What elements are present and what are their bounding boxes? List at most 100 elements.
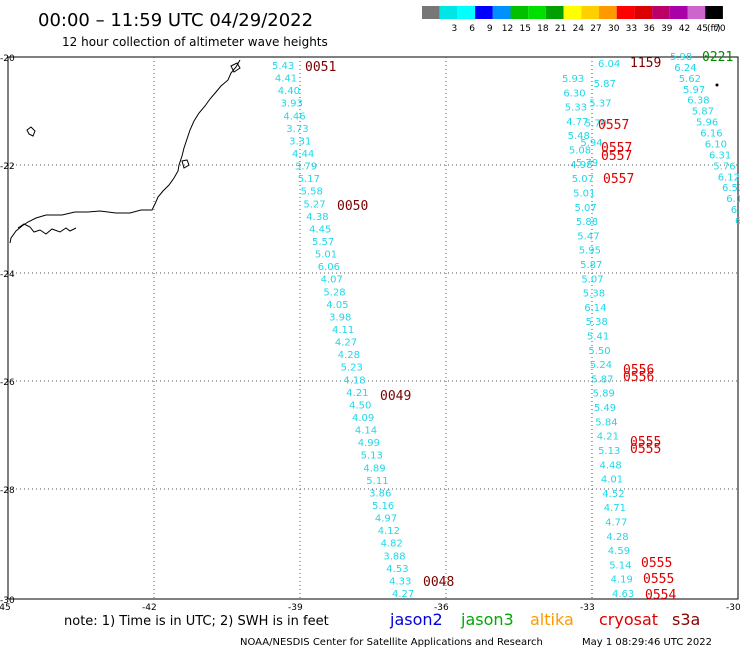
legend-swatch <box>475 6 493 19</box>
wave-height-value: 3.93 <box>281 99 303 110</box>
legend-swatch <box>599 6 617 19</box>
pass-time-label: 0557 <box>601 141 632 156</box>
wave-height-value: 4.77 <box>566 117 588 128</box>
pass-time-label: 0557 <box>601 149 632 164</box>
map-frame: -45 -42 -39 -36 -33 -30 -20 -22 -24 -26 -28 -30 5.4… <box>0 50 740 613</box>
lon-tick-label: -45 <box>0 603 11 613</box>
lagoon <box>230 62 241 73</box>
pass-time-label: 0554 <box>645 588 676 603</box>
wave-height-value: 5.79 <box>585 118 607 129</box>
legend-tick-label: 12 <box>502 24 513 34</box>
lat-tick-label: -20 <box>0 54 15 64</box>
wave-height-value: 4.21 <box>346 388 368 399</box>
legend-unit: (ft) <box>707 24 721 34</box>
lat-tick-label: -28 <box>0 486 15 496</box>
legend-tick-label: 33 <box>626 24 637 34</box>
satellite-label: cryosat <box>599 610 658 629</box>
wave-height-value: 3.86 <box>369 488 391 499</box>
wave-height-value: 6.06 <box>318 262 340 273</box>
wave-height-value: 5.27 <box>303 199 325 210</box>
wave-height-value: 6.24 <box>674 63 696 74</box>
legend-swatch <box>652 6 670 19</box>
lon-tick-label: -36 <box>434 603 449 613</box>
wave-height-value: 6.10 <box>705 140 727 151</box>
pass-time-label: 0049 <box>380 389 411 404</box>
lat-lon-grid <box>8 57 738 599</box>
wave-height-value: 4.38 <box>306 212 328 223</box>
map-title: 00:00 – 11:59 UTC 04/29/2022 <box>38 10 313 31</box>
legend-swatch <box>563 6 582 19</box>
lon-tick-label: -39 <box>288 603 303 613</box>
wave-height-value: 5.07 <box>572 174 594 185</box>
wave-height-value: 5.97 <box>683 85 705 96</box>
wave-height-value: 5.84 <box>595 417 617 428</box>
wave-height-value: 4.97 <box>375 514 397 525</box>
wave-height-value: 3.98 <box>329 312 351 323</box>
wave-height-value: 4.09 <box>352 413 374 424</box>
pass-time-label: 0555 <box>641 556 672 571</box>
legend-swatch <box>510 6 529 19</box>
legend-tick-label: 45 <box>696 24 707 34</box>
lon-tick-label: -33 <box>580 603 595 613</box>
wave-height-value: 3.73 <box>286 124 308 135</box>
wave-height-value: 5.28 <box>323 287 345 298</box>
wave-height-value: 4.12 <box>378 526 400 537</box>
wave-height-value: 4.82 <box>381 539 403 550</box>
legend-tick-label: 70 <box>714 24 726 34</box>
legend-tick-label: 24 <box>573 24 585 34</box>
wave-height-value: 4.28 <box>606 532 628 543</box>
wave-height-value: 5.95 <box>579 246 601 257</box>
legend-swatch <box>616 6 635 19</box>
satellite-label: jason2 <box>389 610 443 629</box>
wave-height-value: 5.37 <box>589 99 611 110</box>
wave-height-value: 5.62 <box>679 74 701 85</box>
wave-height-value: 4.99 <box>358 438 380 449</box>
wave-height-value: 4.18 <box>343 375 365 386</box>
wave-height-value: 5.08 <box>569 146 591 157</box>
wave-height-value: 5.50 <box>588 346 610 357</box>
satellite-label: altika <box>530 610 574 629</box>
wave-height-value: 4.19 <box>611 575 633 586</box>
legend-swatch <box>705 6 723 19</box>
wave-height-value: 4.27 <box>335 338 357 349</box>
satellite-legend: jason2 jason3 altika cryosat s3a <box>389 610 700 629</box>
pass-time-label: 1159 <box>630 56 661 71</box>
wave-height-value: 5.16 <box>372 501 394 512</box>
pass-time-label: 0556 <box>623 363 654 378</box>
legend-tick-label: 39 <box>661 24 673 34</box>
legend-swatch <box>687 6 706 19</box>
wave-height-value: 6.30 <box>563 88 585 99</box>
wave-height-value: 5.43 <box>272 61 294 72</box>
wave-height-value: 4.89 <box>363 463 385 474</box>
lon-tick-label: -42 <box>142 603 157 613</box>
wave-height-value: 5.79 <box>576 158 598 169</box>
legend-swatch <box>581 6 599 19</box>
wave-height-value: 5.87 <box>692 107 714 118</box>
wave-height-value: 5.13 <box>598 446 620 457</box>
wave-height-value: 5.93 <box>562 74 584 85</box>
pass-time-label: 0555 <box>630 442 661 457</box>
wave-height-value: 5.01 <box>573 188 595 199</box>
wave-height-value: 4.46 <box>283 111 305 122</box>
wave-height-value: 5.11 <box>366 476 388 487</box>
pass-time-label: 0555 <box>630 435 661 450</box>
wave-height-value: 5.24 <box>590 360 612 371</box>
wave-height-value: 4.07 <box>321 275 343 286</box>
wave-height-value: 5.07 <box>575 203 597 214</box>
wave-height-value: 4.98 <box>570 160 592 171</box>
wave-height-value: 5.17 <box>298 174 320 185</box>
legend-swatch <box>457 6 476 19</box>
wave-height-value: 5.14 <box>609 560 631 571</box>
legend-tick-label: 36 <box>643 24 655 34</box>
satellite-label: s3a <box>672 610 700 629</box>
legend-tick-label: 15 <box>519 24 530 34</box>
wave-height-value: 3.88 <box>383 551 405 562</box>
wave-height-value: 4.11 <box>332 325 354 336</box>
wave-height-value: 3.79 <box>295 162 317 173</box>
lat-tick-label: -22 <box>0 162 15 172</box>
wave-height-value: 6.31 <box>709 150 731 161</box>
wave-height-value: 6.14 <box>584 303 606 314</box>
wave-height-value: 4.21 <box>597 432 619 443</box>
